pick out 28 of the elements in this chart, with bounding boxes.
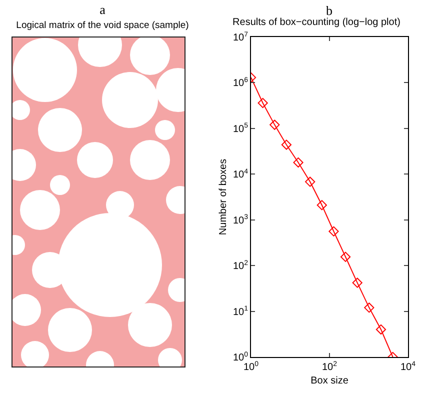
x-tick-label: 10$^{0}$ (243, 360, 259, 373)
point (316, 200, 327, 210)
point (270, 120, 280, 130)
y-tick-label: 10$^{5}$ (232, 122, 248, 135)
point (376, 324, 386, 335)
point (281, 140, 292, 150)
y-tick-label: 10$^{2}$ (232, 260, 248, 272)
y-tick-label: 10$^{4}$ (232, 168, 248, 181)
point (293, 157, 304, 168)
text: b (326, 3, 332, 18)
x-axis-title: Box size (310, 376, 349, 386)
y-tick-label: 10$^{6}$ (232, 77, 248, 90)
y-axis-title: Number of boxes (218, 158, 229, 236)
point (258, 98, 268, 108)
text: a (98, 2, 106, 18)
y-tick-label: 10$^{1}$ (232, 306, 248, 318)
text: Logical matrix of the void space (sample) (15, 20, 190, 31)
point (328, 226, 339, 236)
chart-title: Results of box−counting (log−log plot) (232, 16, 400, 28)
y-tick-label: 10$^{7}$ (232, 31, 248, 44)
y-tick-label: 10$^{0}$ (232, 351, 248, 364)
point (352, 278, 362, 288)
y-tick-label: 10$^{3}$ (232, 214, 248, 226)
point (364, 302, 374, 313)
point (305, 176, 316, 187)
point (340, 252, 351, 262)
x-tick-label: 10$^{4}$ (400, 360, 416, 373)
x-tick-label: 10$^{2}$ (322, 360, 338, 373)
